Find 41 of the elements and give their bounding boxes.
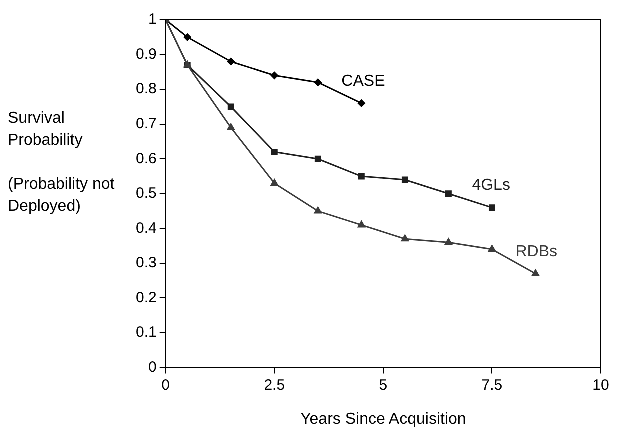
y-tick-label: 0.2 <box>136 289 157 306</box>
y-tick-label: 0 <box>148 358 157 376</box>
point <box>444 238 452 246</box>
x-tick-label: 0 <box>162 376 170 394</box>
y-tick-label: 0.9 <box>136 46 157 63</box>
point <box>227 58 235 66</box>
point <box>227 124 235 130</box>
point <box>402 176 408 184</box>
y-tick-label: 0.1 <box>136 324 157 342</box>
x-tick-label: 2.5 <box>264 376 286 394</box>
x-tick-label: 5 <box>379 376 388 394</box>
point <box>314 78 322 86</box>
point <box>358 220 366 228</box>
y-tick-label: 0.6 <box>136 150 157 168</box>
point <box>445 190 452 198</box>
y-tick-label: 0.7 <box>136 115 157 132</box>
series-label: CASE <box>342 72 386 90</box>
y-tick-label: 0.5 <box>136 185 157 202</box>
x-tick-label: 10 <box>592 376 610 394</box>
x-tick-label: 7.5 <box>482 376 503 394</box>
point <box>358 173 365 180</box>
y-tick-label: 0.8 <box>136 80 157 98</box>
point <box>271 148 278 156</box>
point <box>314 207 322 214</box>
y-tick-label: 0.3 <box>136 254 157 272</box>
text: Survival Probability (Probability not Deployed) <box>8 110 115 215</box>
point <box>270 179 278 186</box>
series-label: RDBs <box>516 243 558 260</box>
point <box>270 72 278 80</box>
point <box>314 156 322 162</box>
point <box>228 104 234 110</box>
point <box>488 204 496 212</box>
point <box>184 34 192 42</box>
x-axis-title: Years Since Acquisition <box>300 410 466 428</box>
point <box>358 100 366 108</box>
series-label: 4GLs <box>472 177 510 194</box>
point <box>488 245 496 252</box>
point <box>401 234 409 242</box>
point <box>532 270 540 276</box>
y-tick-label: 0.4 <box>136 220 157 237</box>
y-tick-label: 1 <box>148 11 157 28</box>
